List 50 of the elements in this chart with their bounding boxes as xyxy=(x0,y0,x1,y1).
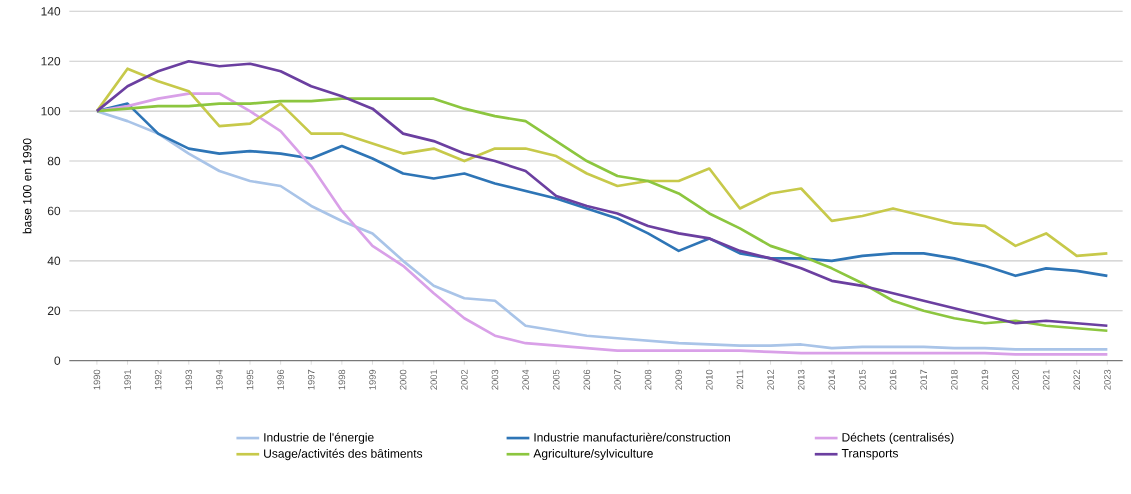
x-tick-label: 2021 xyxy=(1042,369,1050,390)
line-series xyxy=(95,67,1109,258)
x-tick-label: 2023 xyxy=(1104,369,1111,390)
y-tick-label: 80 xyxy=(47,156,61,166)
x-tick-label: 2018 xyxy=(950,369,958,390)
x-tick-label: 1991 xyxy=(124,369,131,390)
x-tick-label: 2003 xyxy=(491,369,499,390)
legend-label: Agriculture/sylviculture xyxy=(533,448,653,461)
x-tick-label: 2022 xyxy=(1073,369,1081,390)
legend-label: Industrie manufacturière/construction xyxy=(534,432,730,442)
x-tick-label: 2006 xyxy=(583,369,591,390)
y-tick-label: 60 xyxy=(47,206,61,216)
x-tick-label: 1995 xyxy=(246,369,254,390)
x-tick-label: 2005 xyxy=(552,369,560,390)
x-tick-label: 2004 xyxy=(522,369,529,390)
y-tick-label: 0 xyxy=(54,356,61,365)
legend-label: Industrie de l'énergie xyxy=(264,432,374,444)
x-tick-label: 2007 xyxy=(614,369,621,390)
x-tick-label: 1990 xyxy=(93,369,101,390)
y-axis-title: base 100 en 1990 xyxy=(22,138,32,234)
x-tick-label: 1994 xyxy=(216,369,223,390)
x-tick-label: 1992 xyxy=(154,369,162,390)
x-tick-label: 2008 xyxy=(644,369,652,390)
x-tick-label: 2001 xyxy=(430,369,438,390)
x-tick-label: 2020 xyxy=(1012,369,1019,390)
x-tick-label: 1996 xyxy=(277,369,284,390)
x-tick-label: 2015 xyxy=(859,369,866,390)
y-tick-label: 40 xyxy=(47,256,61,266)
x-tick-label: 2019 xyxy=(981,369,989,390)
y-tick-label: 20 xyxy=(47,306,61,316)
x-tick-label: 1998 xyxy=(338,369,346,390)
x-tick-label: 2000 xyxy=(399,369,407,390)
x-tick-label: 1993 xyxy=(185,369,193,390)
x-tick-label: 2009 xyxy=(675,369,682,390)
x-tick-label: 2010 xyxy=(706,369,713,390)
legend-label: Usage/activités des bâtiments xyxy=(264,448,423,461)
x-tick-label: 2016 xyxy=(889,369,897,390)
x-tick-label: 1999 xyxy=(369,369,376,390)
x-tick-label: 2017 xyxy=(920,369,927,390)
legend-label: Transports xyxy=(841,449,899,460)
x-tick-label: 2013 xyxy=(797,369,805,390)
x-tick-label: 2014 xyxy=(828,369,836,390)
y-tick-label: 140 xyxy=(41,7,61,16)
x-tick-label: 2012 xyxy=(767,369,774,390)
x-tick-label: 1997 xyxy=(307,369,315,390)
legend-label: Déchets (centralisés) xyxy=(842,432,954,444)
x-tick-label: 2011 xyxy=(736,369,744,389)
y-tick-label: 100 xyxy=(41,106,61,116)
y-tick-label: 120 xyxy=(41,56,61,66)
x-tick-label: 2002 xyxy=(461,369,468,390)
